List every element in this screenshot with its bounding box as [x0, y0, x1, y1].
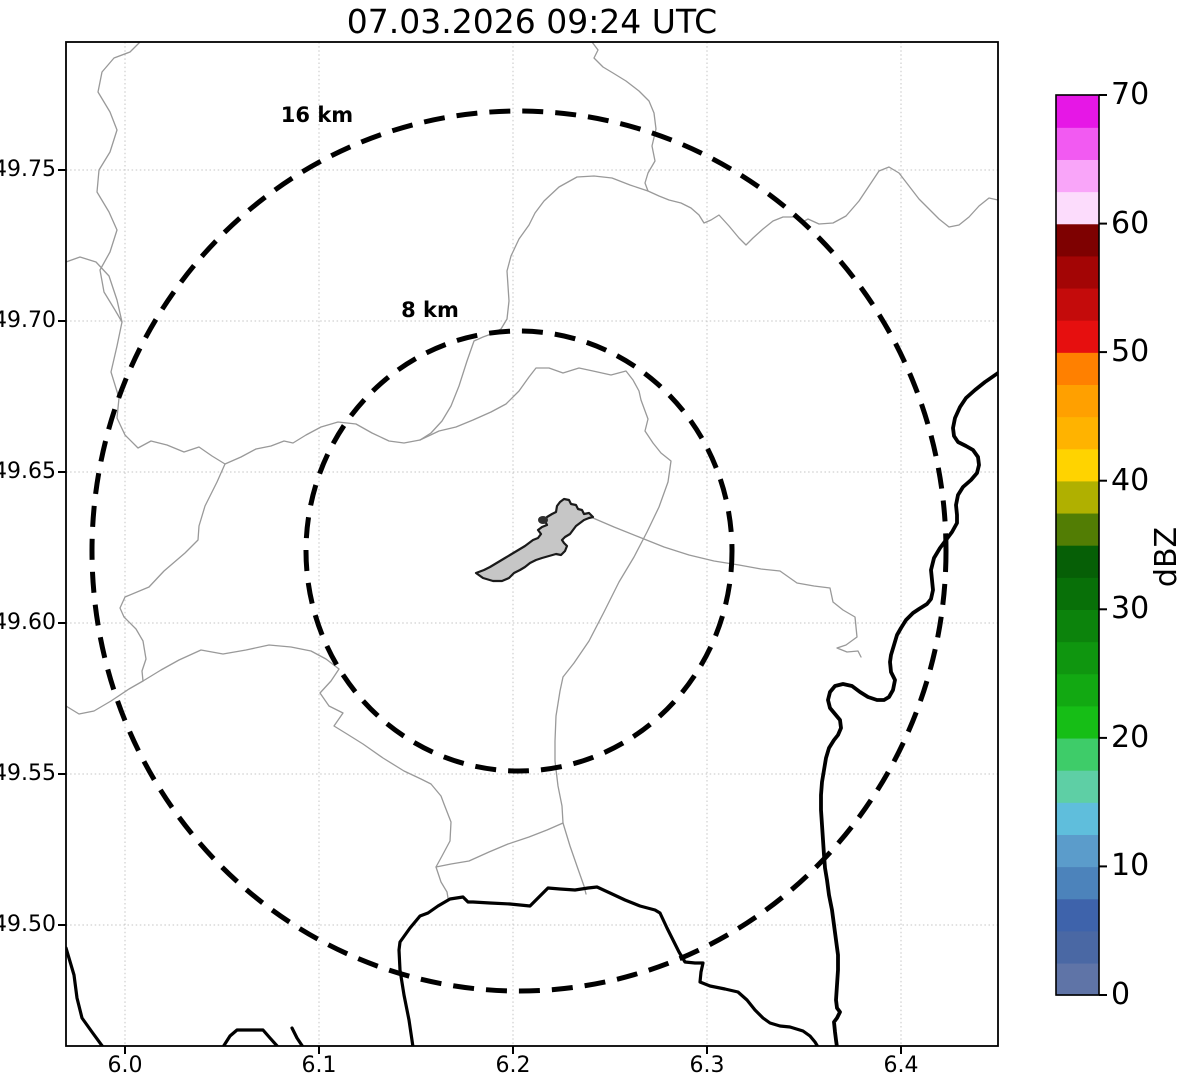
colorbar-segment [1056, 255, 1099, 289]
colorbar-segment [1056, 834, 1099, 868]
admin-border-path [66, 463, 226, 715]
colorbar-tick-label: 40 [1111, 462, 1150, 498]
y-tick-label: 49.55 [0, 761, 56, 786]
colorbar-tick-label: 30 [1111, 591, 1150, 627]
colorbar-ticks [1099, 94, 1107, 996]
radar-site-marker [538, 516, 548, 524]
y-tick-label: 49.50 [0, 912, 56, 937]
colorbar-segment [1056, 673, 1099, 707]
admin-border-path [419, 42, 657, 441]
colorbar-segment [1056, 770, 1099, 803]
colorbar-tick-label: 0 [1111, 977, 1131, 1012]
colorbar-segment [1056, 416, 1099, 450]
colorbar-segment [1056, 866, 1099, 900]
range-rings [89, 108, 949, 994]
colorbar-segment [1056, 898, 1099, 932]
country-border-path [397, 885, 820, 1046]
y-tick-label: 49.75 [0, 157, 56, 182]
admin-border-path [66, 256, 123, 323]
colorbar-segment [1056, 95, 1099, 128]
colorbar-segment [1056, 448, 1099, 482]
range-ring-16km-label: 16 km [280, 103, 354, 127]
admin-borders [66, 42, 998, 899]
figure-title: 07.03.2026 09:24 UTC [346, 2, 718, 41]
colorbar-segment [1056, 641, 1099, 675]
x-tick-label: 6.4 [883, 1053, 919, 1078]
plot-border [65, 41, 999, 1047]
colorbar-segment [1056, 737, 1099, 771]
colorbar-segment [1056, 609, 1099, 643]
country-border-path [66, 946, 105, 1046]
colorbar-segment [1056, 191, 1099, 225]
colorbar [1056, 95, 1099, 996]
colorbar-tick-label: 50 [1111, 334, 1150, 370]
country-border-path [819, 371, 998, 1046]
x-tick-label: 6.1 [301, 1053, 337, 1078]
range-ring-16km [89, 108, 949, 994]
admin-border-path [142, 644, 452, 899]
colorbar-segment [1056, 127, 1099, 160]
country-borders [66, 371, 998, 1046]
colorbar-segment [1056, 545, 1099, 578]
colorbar-segment [1056, 802, 1099, 835]
admin-border-path [592, 517, 862, 658]
y-tick-label: 49.65 [0, 459, 56, 484]
colorbar-segment [1056, 352, 1099, 385]
admin-border-path [419, 367, 672, 895]
colorbar-tick-label: 70 [1111, 77, 1150, 112]
range-ring-8km-label: 8 km [401, 298, 459, 322]
colorbar-segment [1056, 287, 1099, 321]
colorbar-segment [1056, 384, 1099, 418]
colorbar-frame [1055, 94, 1100, 996]
x-tick-label: 6.3 [689, 1053, 725, 1078]
range-ring-8km [303, 328, 735, 774]
colorbar-segment [1056, 577, 1099, 610]
colorbar-segment [1056, 930, 1099, 964]
gridlines [66, 42, 998, 1046]
x-tick-label: 6.2 [495, 1053, 531, 1078]
colorbar-tick-label: 10 [1111, 848, 1150, 884]
admin-border-path [96, 42, 421, 465]
colorbar-segment [1056, 320, 1099, 353]
country-border-path [290, 1026, 305, 1046]
colorbar-tick-label: 60 [1111, 205, 1150, 241]
colorbar-segment [1056, 223, 1099, 257]
colorbar-segment [1056, 159, 1099, 193]
city-polygon [474, 497, 595, 583]
colorbar-segment [1056, 480, 1099, 514]
y-tick-label: 49.70 [0, 308, 56, 333]
axis-ticks [58, 169, 902, 1054]
colorbar-segment [1056, 705, 1099, 739]
country-border-path [221, 1028, 280, 1046]
colorbar-segment [1056, 962, 1099, 996]
colorbar-segment [1056, 512, 1099, 546]
admin-border-path [647, 166, 998, 246]
colorbar-tick-label: 20 [1111, 719, 1150, 755]
admin-border-path [435, 822, 564, 868]
x-tick-label: 6.0 [107, 1053, 143, 1078]
y-tick-label: 49.60 [0, 610, 56, 635]
